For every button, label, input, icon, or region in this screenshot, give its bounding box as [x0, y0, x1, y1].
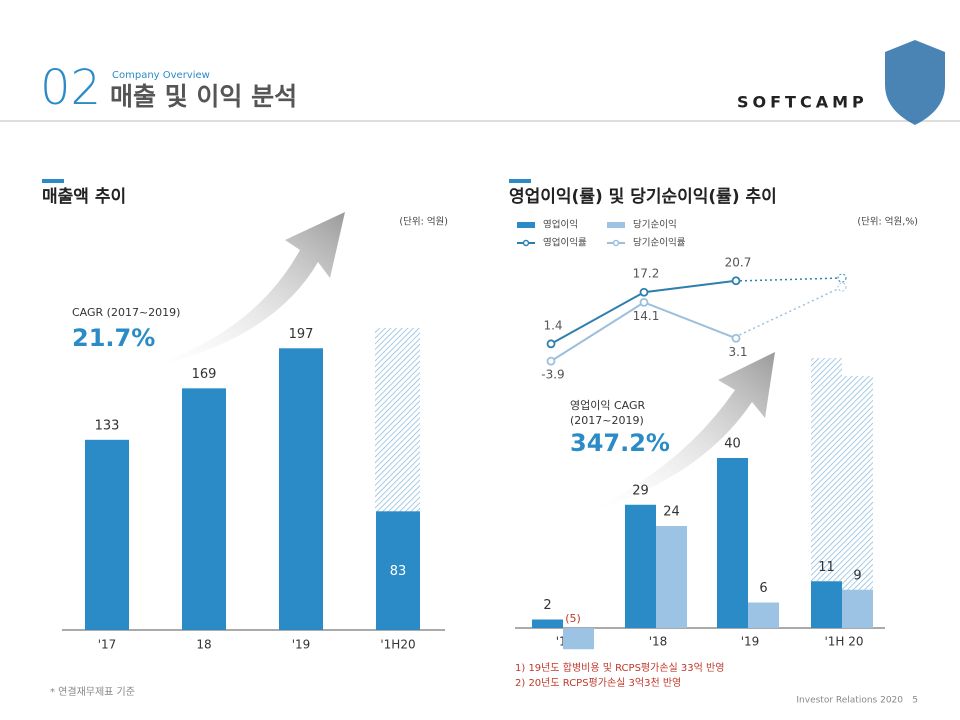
bar — [842, 589, 873, 628]
section-number: 02 — [40, 60, 101, 116]
legend-label: 영업이익률 — [543, 237, 587, 249]
value-label: 133 — [95, 418, 120, 433]
bar — [182, 388, 226, 630]
legend-swatch — [612, 239, 620, 247]
chart-title: 매출액 추이 — [42, 187, 126, 207]
value-label: 14.1 — [633, 309, 660, 323]
line-point — [731, 333, 741, 343]
value-label: 83 — [390, 564, 407, 579]
value-label: 2 — [543, 598, 551, 613]
footer-note: * 연결재무제표 기준 — [50, 686, 135, 698]
forecast-point — [837, 273, 847, 283]
value-label: 40 — [724, 437, 741, 452]
value-label: -3.9 — [541, 368, 564, 382]
bar — [811, 581, 842, 628]
shield-icon — [885, 40, 945, 125]
value-label: 3.1 — [728, 345, 747, 359]
forecast-line — [734, 286, 843, 338]
title-bar — [509, 179, 531, 183]
value-label: 169 — [192, 367, 217, 382]
value-label: 29 — [632, 483, 649, 498]
footer-source: Investor Relations 2020 — [796, 696, 903, 706]
cagr-value: 21.7% — [72, 324, 155, 352]
subtitle: Company Overview — [112, 70, 210, 81]
growth-arrow — [580, 352, 775, 515]
x-tick-label: '1H 20 — [824, 635, 863, 649]
growth-arrow — [130, 212, 345, 372]
cagr-value: 347.2% — [570, 429, 670, 457]
cagr-label: (2017~2019) — [570, 414, 644, 427]
forecast-hatch — [842, 376, 873, 590]
line-point — [546, 356, 556, 366]
legend-label: 당기순이익률 — [633, 237, 686, 249]
value-label: 20.7 — [725, 255, 752, 269]
value-label: 9 — [853, 568, 861, 583]
value-label: 6 — [759, 581, 767, 596]
forecast-line — [734, 277, 843, 282]
bar — [717, 458, 748, 628]
chart-title: 영업이익(률) 및 당기순이익(률) 추이 — [509, 187, 777, 207]
legend-swatch — [607, 222, 625, 228]
bar — [625, 504, 656, 628]
unit-label: (단위: 억원,%) — [857, 216, 918, 228]
bar — [748, 602, 779, 628]
line-point — [731, 276, 741, 286]
bar — [279, 348, 323, 630]
page-number: 5 — [912, 696, 918, 706]
line-point — [639, 297, 649, 307]
bar — [656, 526, 687, 628]
forecast-hatch — [375, 328, 420, 512]
forecast-point — [837, 282, 847, 292]
value-label: 1.4 — [543, 318, 562, 332]
x-tick-label: '19 — [292, 638, 311, 652]
footnote: 1) 19년도 합병비용 및 RCPS평가손실 33억 반영 — [515, 662, 724, 674]
value-label: 24 — [663, 505, 680, 520]
value-label: 197 — [289, 327, 314, 342]
bar — [376, 511, 420, 630]
value-label: 11 — [818, 560, 835, 575]
logo: SOFTCAMP — [737, 93, 868, 112]
x-tick-label: 18 — [196, 638, 211, 652]
bar — [532, 619, 563, 628]
legend-label: 영업이익 — [543, 219, 578, 231]
x-tick-label: '19 — [741, 635, 760, 649]
bar — [563, 628, 594, 650]
x-tick-label: '18 — [649, 635, 668, 649]
x-tick-label: '1H20 — [380, 638, 415, 652]
legend-label: 당기순이익 — [633, 219, 677, 231]
cagr-label: 영업이익 CAGR — [570, 399, 646, 412]
title: 매출 및 이익 분석 — [110, 82, 297, 111]
title-bar — [42, 179, 64, 183]
footnote: 2) 20년도 RCPS평가손실 3억3천 반영 — [515, 677, 681, 689]
line-point — [639, 287, 649, 297]
legend-swatch — [522, 239, 530, 247]
cagr-label: CAGR (2017~2019) — [72, 306, 180, 319]
bar — [85, 439, 129, 630]
line-point — [546, 339, 556, 349]
unit-label: (단위: 억원) — [399, 216, 448, 228]
forecast-hatch — [811, 358, 842, 581]
value-label: (5) — [565, 612, 581, 625]
x-tick-label: '17 — [98, 638, 117, 652]
value-label: 17.2 — [633, 267, 660, 281]
legend-swatch — [517, 222, 535, 228]
